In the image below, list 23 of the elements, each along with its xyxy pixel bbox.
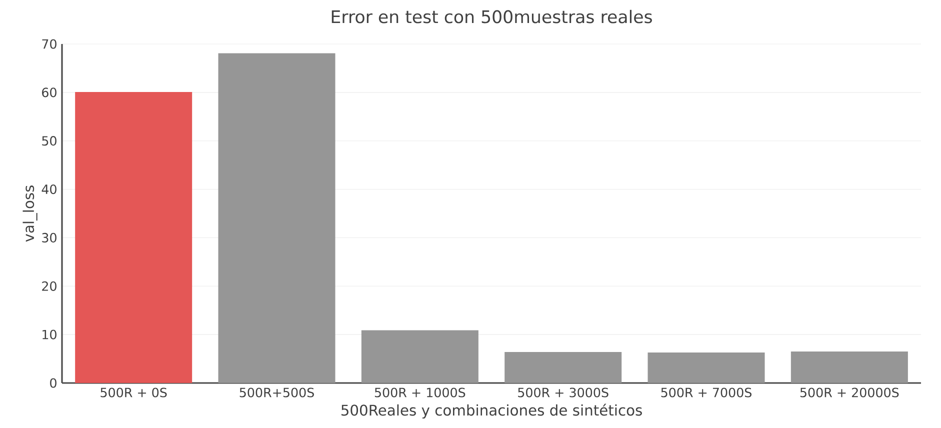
y-tick-label: 0 <box>50 378 56 388</box>
bar <box>75 92 192 383</box>
bar <box>361 330 478 383</box>
y-tick-label: 70 <box>42 39 56 49</box>
chart-title: Error en test con 500muestras reales <box>332 10 652 24</box>
y-tick-label: 20 <box>42 281 56 291</box>
x-tick-label: 500R + 7000S <box>661 388 752 398</box>
x-tick-label: 500R + 1000S <box>374 388 466 398</box>
bar <box>504 352 622 383</box>
x-tick-label: 500R + 0S <box>100 388 167 398</box>
x-tick-label: 500R+500S <box>240 388 314 398</box>
y-tick-label: 40 <box>42 184 56 194</box>
y-axis-title: val_loss <box>22 186 38 242</box>
y-tick-label: 50 <box>42 136 56 146</box>
x-tick-label: 500R + 20000S <box>800 388 899 398</box>
y-tick-label: 60 <box>42 88 56 98</box>
bar <box>648 352 765 383</box>
x-axis-title: 500Reales y combinaciones de sintéticos <box>341 404 642 419</box>
bar <box>218 53 336 383</box>
y-tick-label: 30 <box>42 232 56 243</box>
bar <box>790 352 908 383</box>
y-tick-label: 10 <box>42 330 56 340</box>
x-tick-label: 500R + 3000S <box>518 388 608 398</box>
